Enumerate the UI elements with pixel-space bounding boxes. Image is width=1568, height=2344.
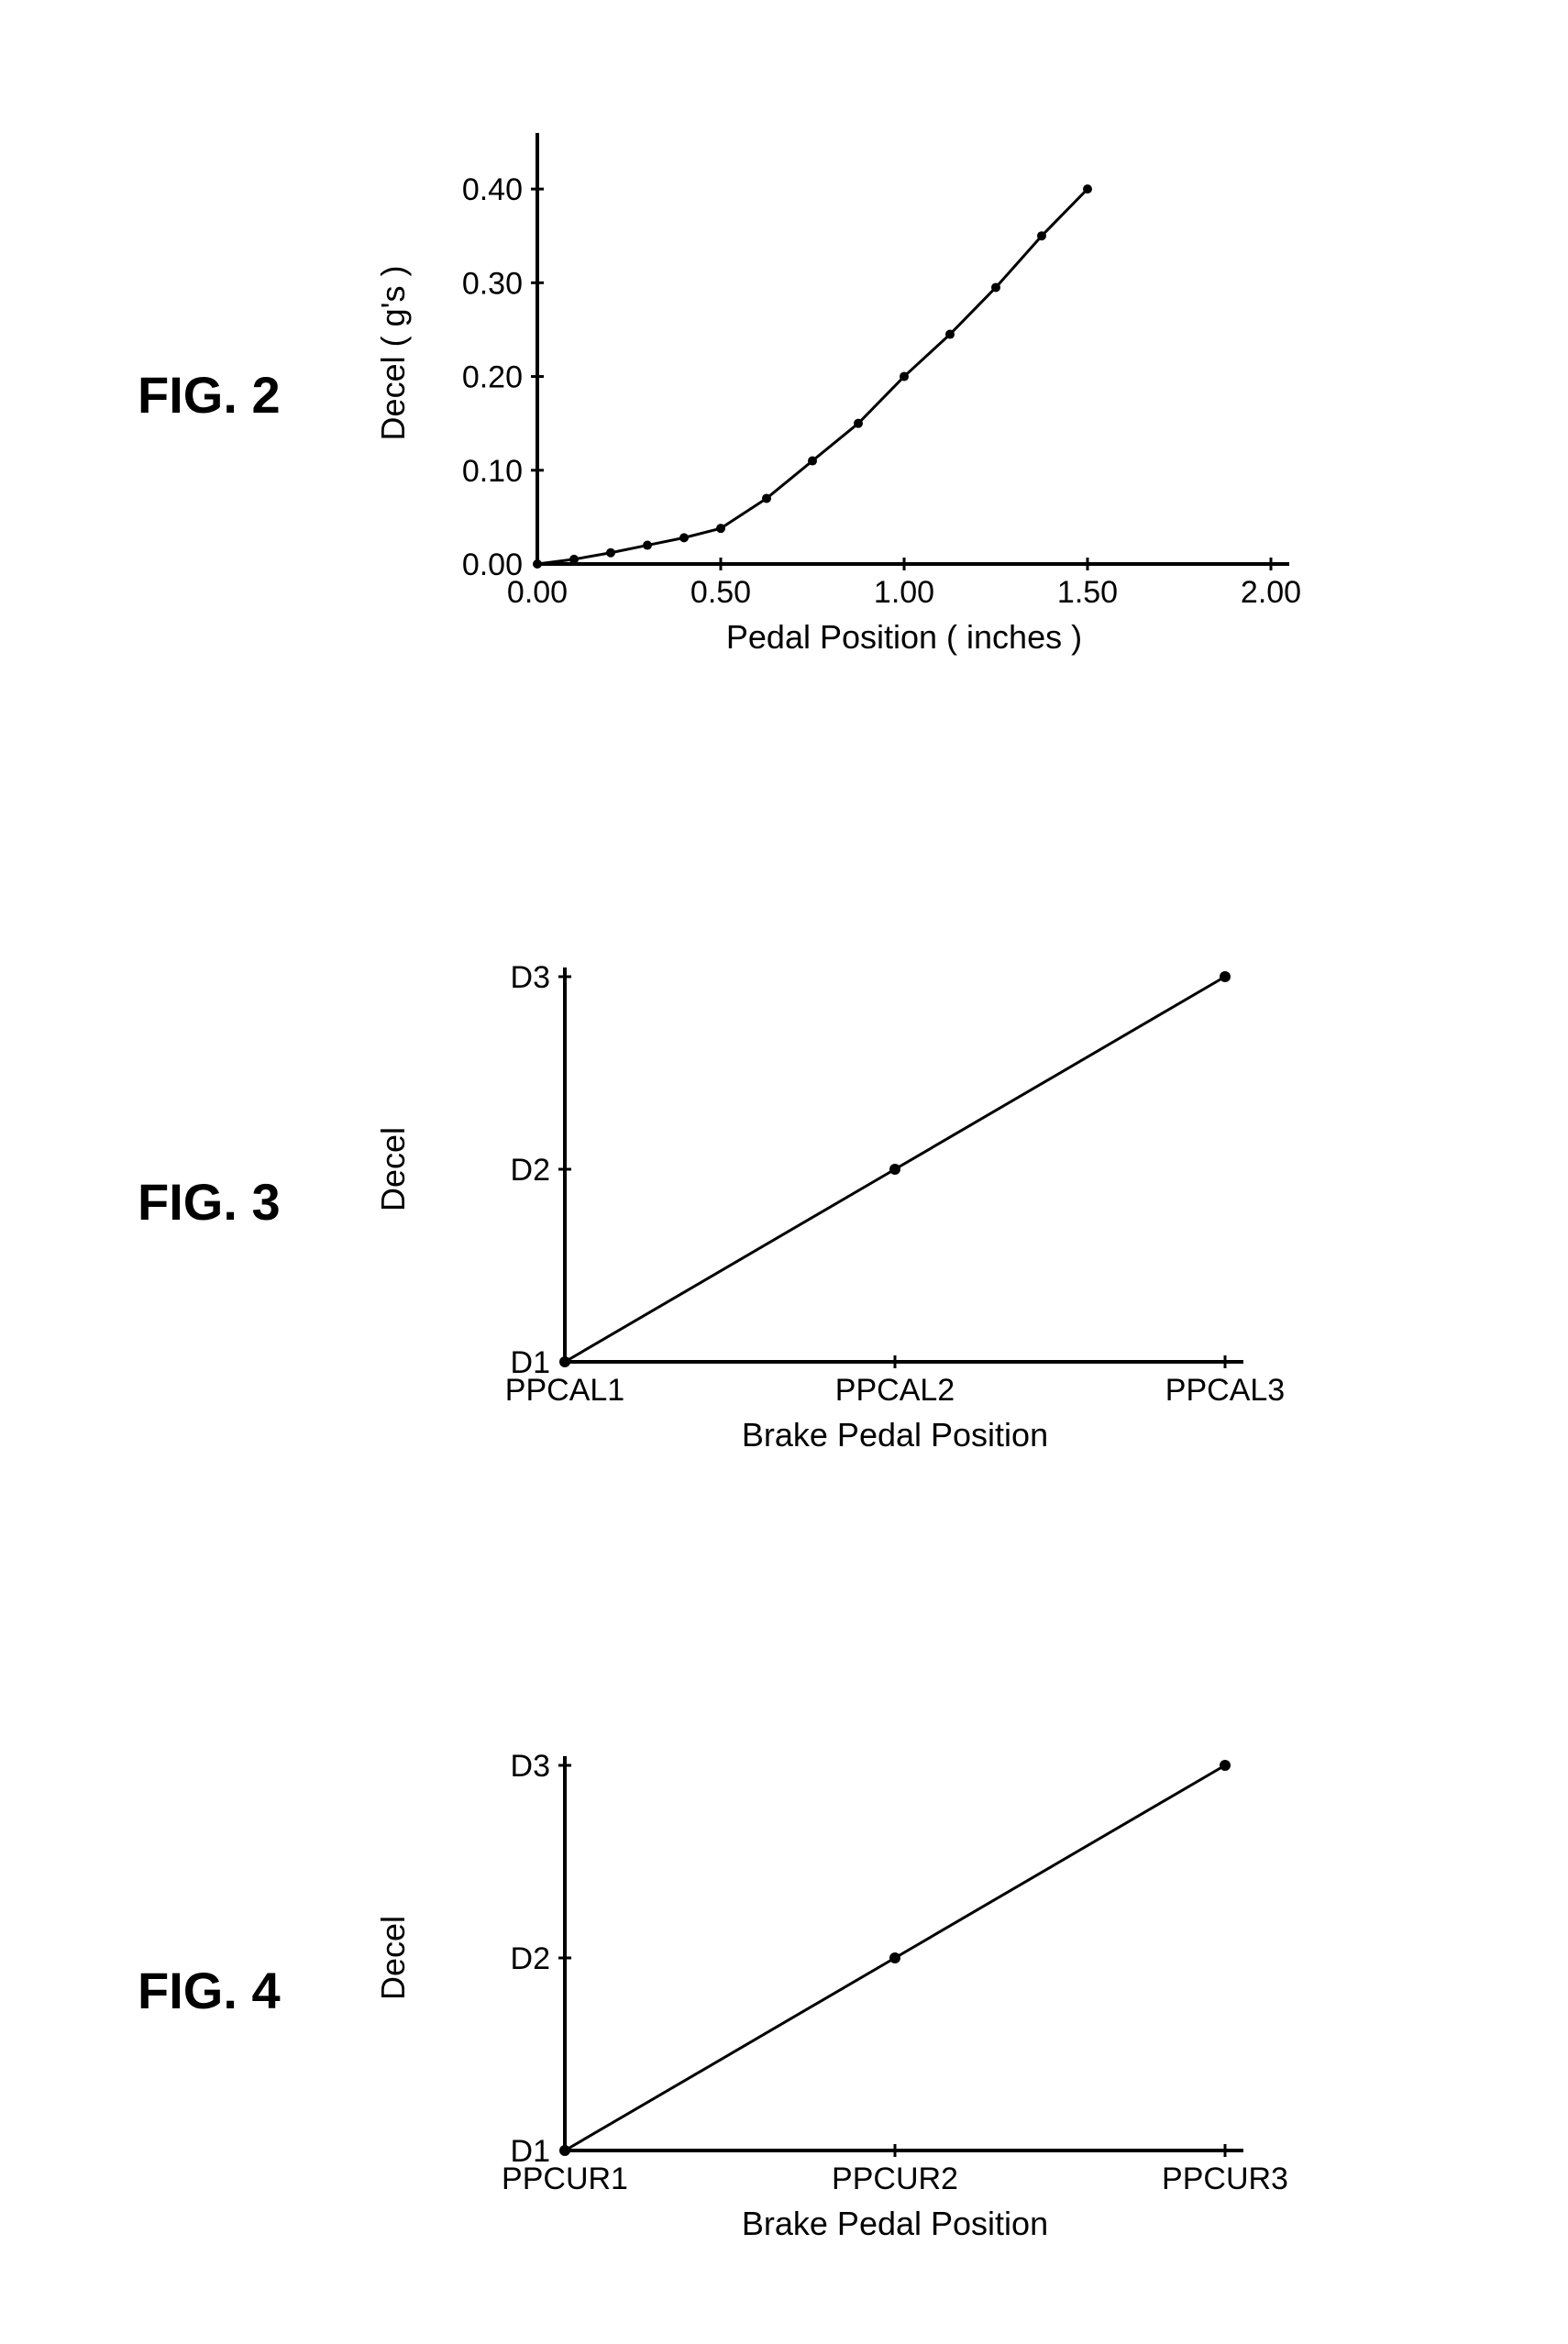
y-tick-label: 0.10 — [461, 454, 522, 489]
x-tick-label: 1.50 — [1057, 575, 1118, 610]
data-point — [808, 457, 817, 466]
data-point — [762, 493, 771, 503]
y-tick-label: D2 — [510, 1941, 549, 1976]
data-point — [559, 1356, 570, 1367]
data-point — [1220, 971, 1231, 982]
data-point — [643, 541, 652, 550]
fig3-block: FIG. 3PPCAL1PPCAL2PPCAL3D1D2D3Brake Peda… — [138, 926, 1326, 1476]
data-point — [1220, 1760, 1231, 1771]
data-point — [569, 555, 579, 564]
data-point — [1037, 231, 1046, 240]
data-point — [533, 559, 542, 569]
x-axis-title: Brake Pedal Position — [741, 1416, 1047, 1454]
y-tick-label: 0.20 — [461, 360, 522, 395]
chart-wrap: PPCUR1PPCUR2PPCUR3D1D2D3Brake Pedal Posi… — [363, 1715, 1326, 2265]
y-tick-label: 0.00 — [461, 547, 522, 582]
y-tick-label: D3 — [510, 960, 549, 995]
y-tick-label: 0.40 — [461, 172, 522, 207]
fig4-block: FIG. 4PPCUR1PPCUR2PPCUR3D1D2D3Brake Peda… — [138, 1715, 1326, 2265]
figure-label: FIG. 2 — [138, 365, 281, 425]
y-tick-label: D1 — [510, 1345, 549, 1380]
x-axis-title: Pedal Position ( inches ) — [725, 618, 1081, 656]
fig3-chart: PPCAL1PPCAL2PPCAL3D1D2D3Brake Pedal Posi… — [363, 926, 1326, 1476]
y-tick-label: 0.30 — [461, 266, 522, 301]
chart-wrap: PPCAL1PPCAL2PPCAL3D1D2D3Brake Pedal Posi… — [363, 926, 1326, 1476]
data-point — [606, 548, 615, 558]
data-point — [679, 533, 689, 542]
x-tick-label: 0.50 — [690, 575, 751, 610]
y-tick-label: D3 — [510, 1749, 549, 1784]
data-point — [889, 1952, 900, 1963]
x-tick-label: PPCUR3 — [1162, 2162, 1288, 2196]
fig2-chart: 0.000.501.001.502.000.000.100.200.300.40… — [363, 110, 1326, 679]
fig4-chart: PPCUR1PPCUR2PPCUR3D1D2D3Brake Pedal Posi… — [363, 1715, 1326, 2265]
data-point — [900, 372, 909, 381]
fig2-block: FIG. 20.000.501.001.502.000.000.100.200.… — [138, 110, 1326, 679]
chart-wrap: 0.000.501.001.502.000.000.100.200.300.40… — [363, 110, 1326, 679]
y-axis-title: Decel ( g's ) — [374, 266, 412, 441]
x-tick-label: 2.00 — [1241, 575, 1301, 610]
y-axis-title: Decel — [374, 1916, 412, 2000]
page: FIG. 20.000.501.001.502.000.000.100.200.… — [0, 0, 1568, 2344]
x-tick-label: PPCAL3 — [1165, 1373, 1284, 1408]
data-point — [854, 419, 863, 428]
y-tick-label: D1 — [510, 2134, 549, 2169]
series-line — [537, 189, 1088, 564]
data-point — [945, 330, 955, 339]
figure-label: FIG. 4 — [138, 1961, 281, 2020]
x-tick-label: PPCAL2 — [834, 1373, 954, 1408]
y-axis-title: Decel — [374, 1127, 412, 1211]
data-point — [889, 1164, 900, 1175]
data-point — [1083, 184, 1092, 193]
figure-label: FIG. 3 — [138, 1172, 281, 1232]
x-axis-title: Brake Pedal Position — [741, 2205, 1047, 2242]
y-tick-label: D2 — [510, 1153, 549, 1188]
data-point — [559, 2145, 570, 2156]
x-tick-label: PPCUR2 — [832, 2162, 958, 2196]
x-tick-label: 1.00 — [874, 575, 934, 610]
data-point — [991, 282, 1000, 292]
data-point — [716, 524, 725, 533]
